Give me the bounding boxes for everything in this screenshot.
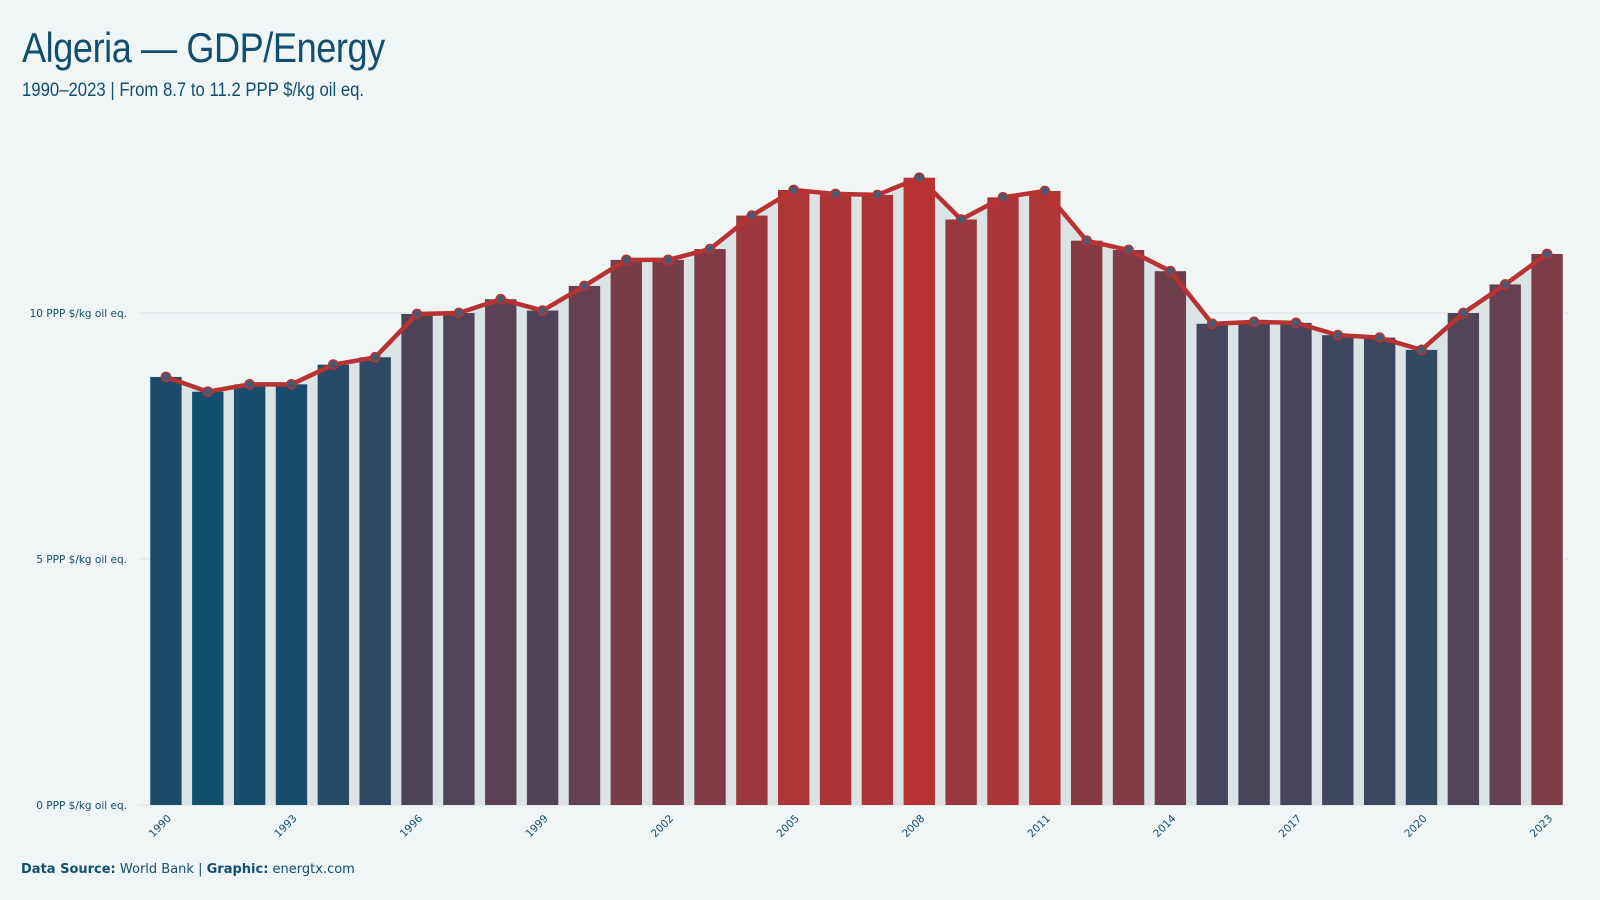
bar-2020 [1405,349,1438,805]
bar-2016 [1238,321,1270,805]
bar-2023 [1531,253,1563,805]
bar-1993 [275,384,308,805]
bar-1999 [526,310,559,805]
point-2006 [830,188,841,200]
y-tick-label: 0 PPP $/kg oil eq. [36,800,127,812]
x-tick-label: 2017 [1277,813,1304,840]
bar-2014 [1154,271,1187,805]
point-2009 [955,214,967,225]
x-tick-label: 1999 [523,813,550,840]
bar-2015 [1196,323,1228,805]
bar-1996 [401,313,433,805]
bar-1995 [359,357,391,805]
point-2000 [579,280,590,292]
y-tick-label: 5 PPP $/kg oil eq. [36,554,127,566]
page-title: Algeria — GDP/Energy [22,24,385,71]
bar-2012 [1070,240,1103,805]
point-2008 [913,172,925,184]
bar-2008 [903,177,935,805]
point-2021 [1458,307,1469,319]
bar-1997 [443,313,475,805]
bar-2013 [1112,250,1145,806]
bar-2002 [652,259,684,805]
point-2019 [1374,332,1386,343]
point-2001 [620,254,632,266]
x-tick-label: 1990 [147,813,174,840]
series-line [163,175,1550,394]
point-2013 [1123,244,1134,256]
point-1991 [202,386,214,398]
x-tick-label: 2011 [1026,813,1053,840]
point-2015 [1206,318,1218,330]
y-tick-label: 10 PPP $/kg oil eq. [30,308,127,320]
x-tick-label: 2005 [774,813,801,840]
point-1998 [495,293,507,305]
point-1996 [411,308,423,320]
bar-2019 [1363,337,1396,805]
bar-2006 [819,193,852,805]
point-2022 [1499,279,1511,290]
point-2002 [662,254,674,266]
bar-1992 [233,384,266,805]
source-label: Data Source: [21,862,116,877]
point-1994 [327,359,339,371]
point-1992 [244,378,255,390]
point-2023 [1541,248,1553,260]
point-2005 [788,184,800,196]
point-2016 [1248,316,1260,328]
page-subtitle: 1990–2023 | From 8.7 to 11.2 PPP $/kg oi… [22,80,365,101]
point-2012 [1081,235,1093,247]
x-tick-label: 1993 [272,813,299,840]
point-2018 [1332,329,1344,341]
point-2014 [1165,265,1176,277]
bar-2005 [778,190,810,805]
x-tick-label: 2014 [1151,812,1179,840]
bar-2004 [736,215,768,806]
bar-2021 [1447,313,1480,805]
y-axis: 0 PPP $/kg oil eq. 5 PPP $/kg oil eq. 10 P… [30,308,127,812]
graphic-value: energtx.com [272,862,355,877]
point-1999 [537,305,548,316]
footer-separator: | [198,862,203,877]
x-tick-label: 2023 [1528,813,1555,840]
bar-2009 [945,219,977,805]
bar-2011 [1029,190,1061,805]
point-2020 [1416,344,1427,356]
point-2004 [746,210,758,221]
x-tick-label: 1996 [398,812,426,840]
bar-1998 [485,299,517,805]
x-tick-label: 2020 [1402,813,1429,840]
bar-2007 [861,194,894,806]
x-tick-label: 2002 [649,813,676,840]
bar-2010 [987,197,1019,805]
x-tick-label: 2008 [900,813,927,840]
bar-layer [150,177,1563,806]
point-2010 [997,192,1009,203]
point-2017 [1290,317,1302,329]
bar-2017 [1280,322,1312,805]
point-1997 [453,307,465,319]
bar-1991 [192,391,224,805]
bar-2000 [568,285,601,805]
bar-1990 [150,376,182,805]
point-1995 [369,351,381,363]
bar-2022 [1489,284,1521,805]
bar-2018 [1322,335,1354,805]
point-1990 [160,371,172,383]
bar-2003 [694,249,726,806]
point-2011 [1039,185,1051,197]
point-2007 [872,189,883,201]
point-2003 [704,243,716,255]
point-1993 [286,378,297,390]
graphic-label: Graphic: [206,862,269,877]
line-layer [160,172,1553,398]
x-axis: 1990 1993 1996 1999 2002 2005 2008 2011 2014 2017… [147,812,1556,840]
source-value: World Bank [119,862,194,877]
bar-1994 [317,364,350,805]
bar-2001 [610,259,643,805]
footer: Data Source: World Bank | Graphic: energ… [21,862,355,877]
